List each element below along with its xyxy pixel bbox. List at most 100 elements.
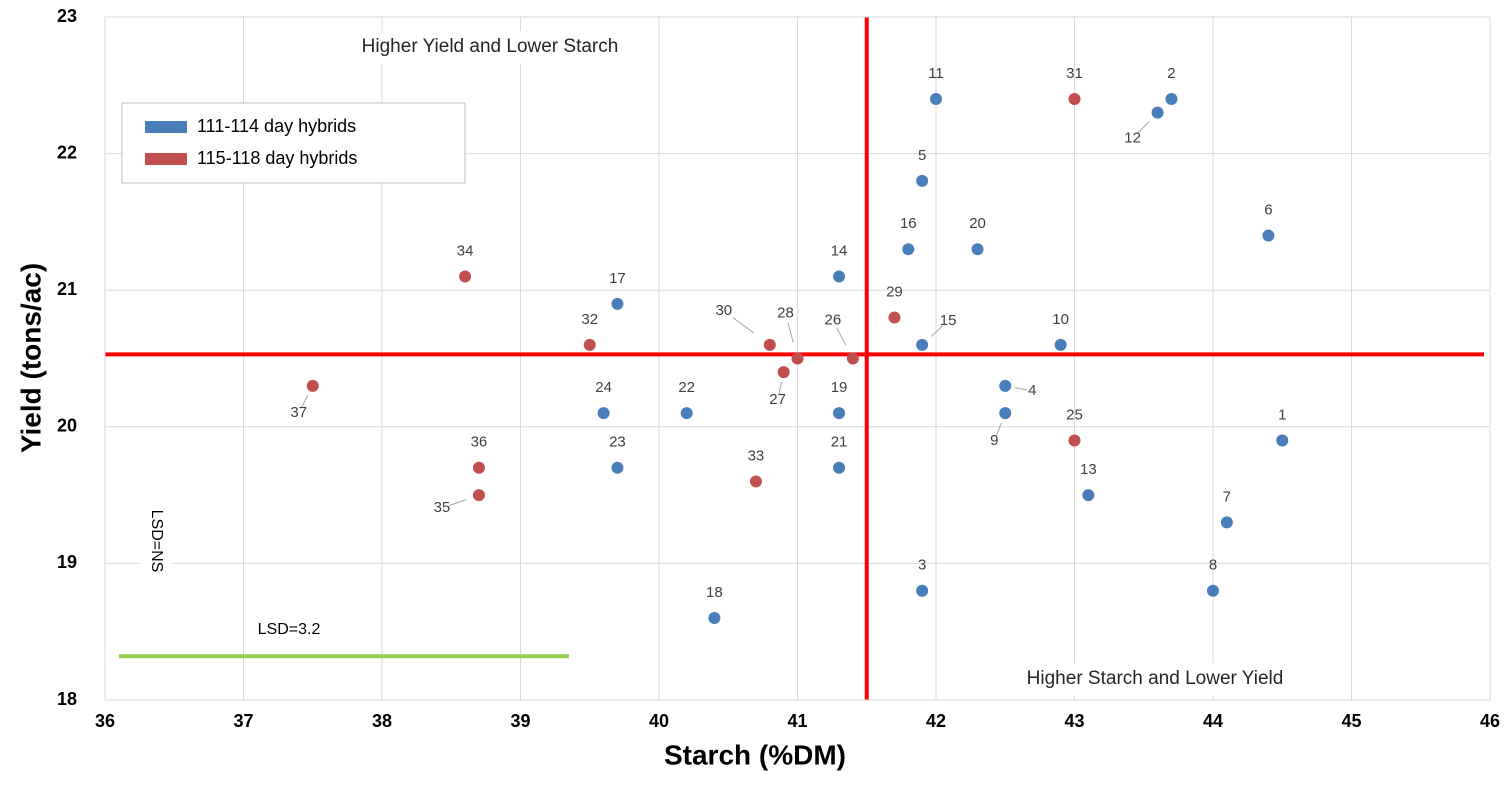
point-label: 28 (777, 304, 794, 321)
point-label: 8 (1209, 557, 1217, 574)
point-label: 26 (825, 311, 842, 328)
point (916, 174, 929, 187)
lsd-label: LSD=3.2 (258, 621, 321, 638)
legend: 111-114 day hybrids 115-118 day hybrids (121, 102, 466, 184)
point-label: 6 (1264, 202, 1272, 219)
point-label: 30 (715, 302, 732, 319)
x-tick-label: 44 (1203, 711, 1223, 731)
x-tick-label: 38 (372, 711, 392, 731)
point (1207, 584, 1219, 597)
x-tick-label: 36 (95, 711, 115, 731)
point (1220, 516, 1233, 529)
point-label: 5 (918, 147, 926, 164)
leader-line (732, 317, 754, 334)
annotation-bg (330, 31, 650, 63)
point-label: 25 (1066, 406, 1083, 423)
legend-swatch (145, 153, 187, 165)
point (902, 243, 915, 256)
point-label: 29 (886, 283, 903, 300)
point (999, 379, 1012, 392)
point-label: 23 (609, 434, 626, 451)
x-axis-title: Starch (%DM) (664, 739, 846, 770)
point (763, 338, 776, 351)
point (1068, 434, 1081, 447)
point (916, 338, 929, 351)
point (459, 270, 472, 283)
point-label: 11 (928, 65, 944, 82)
point (846, 352, 859, 365)
point (1151, 106, 1164, 119)
point-label: 17 (609, 270, 626, 287)
point (833, 407, 846, 420)
y-tick-label: 22 (57, 142, 77, 162)
annotation-bg (985, 663, 1325, 695)
point-label: 21 (831, 434, 848, 451)
point (777, 366, 790, 379)
leader-line (995, 422, 1002, 436)
point-label: 22 (678, 379, 695, 396)
point-label: 4 (1028, 382, 1036, 399)
point-label: 31 (1066, 65, 1083, 82)
leader-line (301, 395, 309, 408)
point (833, 270, 846, 283)
point-label: 14 (831, 243, 848, 260)
lsd-ns-bg (140, 500, 172, 582)
point-label: 13 (1080, 461, 1097, 478)
x-tick-label: 42 (926, 711, 946, 731)
point-label: 3 (918, 557, 926, 574)
point (1054, 338, 1067, 351)
point (888, 311, 901, 324)
annotation: Higher Yield and Lower Starch (362, 36, 619, 57)
x-tick-label: 39 (510, 711, 530, 731)
point (1165, 92, 1178, 105)
y-tick-label: 20 (57, 416, 77, 436)
x-tick-label: 46 (1480, 711, 1500, 731)
point-label: 32 (581, 311, 598, 328)
point (472, 461, 485, 474)
point-label: 10 (1052, 311, 1069, 328)
leader-line (1014, 387, 1027, 391)
point (1262, 229, 1275, 242)
leader-line (449, 499, 467, 506)
point (583, 338, 596, 351)
point (1082, 489, 1095, 502)
x-tick-label: 40 (649, 711, 669, 731)
y-tick-label: 18 (57, 689, 77, 709)
point-label: 12 (1124, 130, 1141, 147)
point (611, 297, 624, 310)
point (597, 407, 610, 420)
y-tick-label: 19 (57, 552, 77, 572)
point-label: 27 (769, 391, 786, 408)
point (708, 612, 721, 625)
point-label: 20 (969, 215, 986, 232)
point (999, 407, 1012, 420)
point-label: 1 (1278, 406, 1286, 423)
point-label: 34 (457, 243, 474, 260)
leader-line (778, 381, 783, 395)
point (930, 92, 942, 105)
point (749, 475, 762, 488)
legend-box (121, 102, 466, 184)
x-tick-label: 37 (233, 711, 253, 731)
point-label: 35 (434, 499, 451, 516)
legend-label: 115-118 day hybrids (197, 148, 357, 168)
point (916, 584, 929, 597)
point (472, 489, 485, 502)
point (1068, 92, 1081, 105)
lsd-ns-label: LSD=NS (148, 510, 165, 573)
y-tick-label: 21 (57, 279, 77, 299)
point-label: 18 (706, 584, 723, 601)
point-label: 9 (990, 432, 998, 449)
point-label: 2 (1167, 65, 1175, 82)
plot-border (104, 16, 1491, 701)
leader-line (787, 322, 794, 343)
point (971, 243, 984, 256)
point-label: 36 (471, 434, 488, 451)
point (791, 352, 804, 365)
leader-line (1137, 121, 1150, 134)
annotation: Higher Starch and Lower Yield (1027, 668, 1284, 689)
x-tick-label: 43 (1064, 711, 1084, 731)
x-tick-label: 45 (1341, 711, 1361, 731)
point (680, 407, 693, 420)
point-label: 16 (900, 215, 917, 232)
